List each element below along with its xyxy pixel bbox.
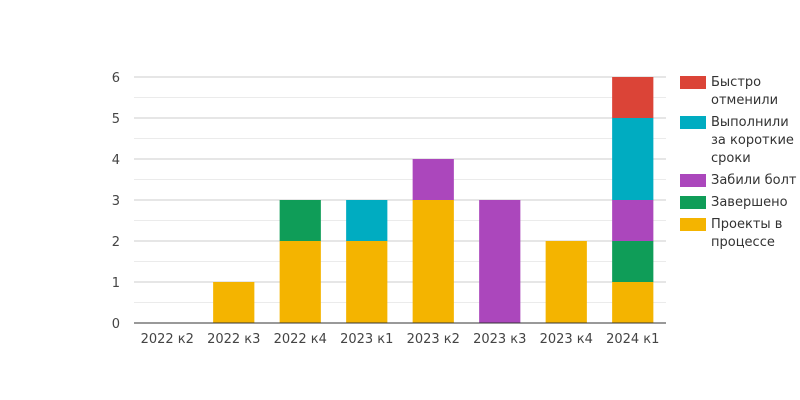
x-tick-label: 2024 к1 [606,332,659,347]
y-tick-label: 4 [112,153,120,168]
y-tick-label: 3 [112,194,120,209]
legend-item: Выполнили за короткие сроки [680,114,798,168]
x-tick-label: 2022 к2 [141,332,194,347]
bar-segment [612,118,654,200]
y-tick-label: 0 [112,317,120,332]
legend: Быстро отменили Выполнили за короткие сро… [680,74,798,256]
bar-segment [279,241,321,323]
legend-item: Проекты в процессе [680,216,798,252]
x-axis-ticks: 2022 к2 2022 к3 2022 к4 2023 к1 2023 к2 2023 … [141,332,660,347]
bar-segment [412,200,454,323]
legend-label: Забили болт [711,173,797,188]
x-tick-label: 2023 к1 [340,332,393,347]
bar-segment [346,200,388,241]
x-tick-label: 2023 к2 [407,332,460,347]
bar-segment [612,200,654,241]
legend-swatch [680,174,706,187]
legend-label: Проекты в процессе [711,217,783,250]
y-axis-ticks: 0 1 2 3 4 5 6 [112,71,120,332]
legend-swatch [680,196,706,209]
legend-item: Забили болт [680,172,798,190]
y-tick-label: 6 [112,71,120,86]
x-tick-label: 2023 к4 [540,332,593,347]
legend-swatch [680,218,706,231]
bar-segment [346,241,388,323]
bar-segment [612,282,654,323]
bar-segment [213,282,255,323]
bar-segment [479,200,521,323]
y-tick-label: 2 [112,235,120,250]
legend-label: Выполнили за короткие сроки [711,115,794,166]
legend-item: Быстро отменили [680,74,798,110]
legend-swatch [680,116,706,129]
legend-label: Быстро отменили [711,75,779,108]
bar-segment [612,77,654,118]
y-tick-label: 5 [112,112,120,127]
bar-segment [412,159,454,200]
bar-segment [545,241,587,323]
x-tick-label: 2022 к3 [207,332,260,347]
legend-label: Завершено [711,195,788,210]
bar-segment [612,241,654,282]
x-tick-label: 2023 к3 [473,332,526,347]
legend-item: Завершено [680,194,798,212]
y-tick-label: 1 [112,276,120,291]
bars [213,77,654,323]
bar-segment [279,200,321,241]
legend-swatch [680,76,706,89]
x-tick-label: 2022 к4 [274,332,327,347]
